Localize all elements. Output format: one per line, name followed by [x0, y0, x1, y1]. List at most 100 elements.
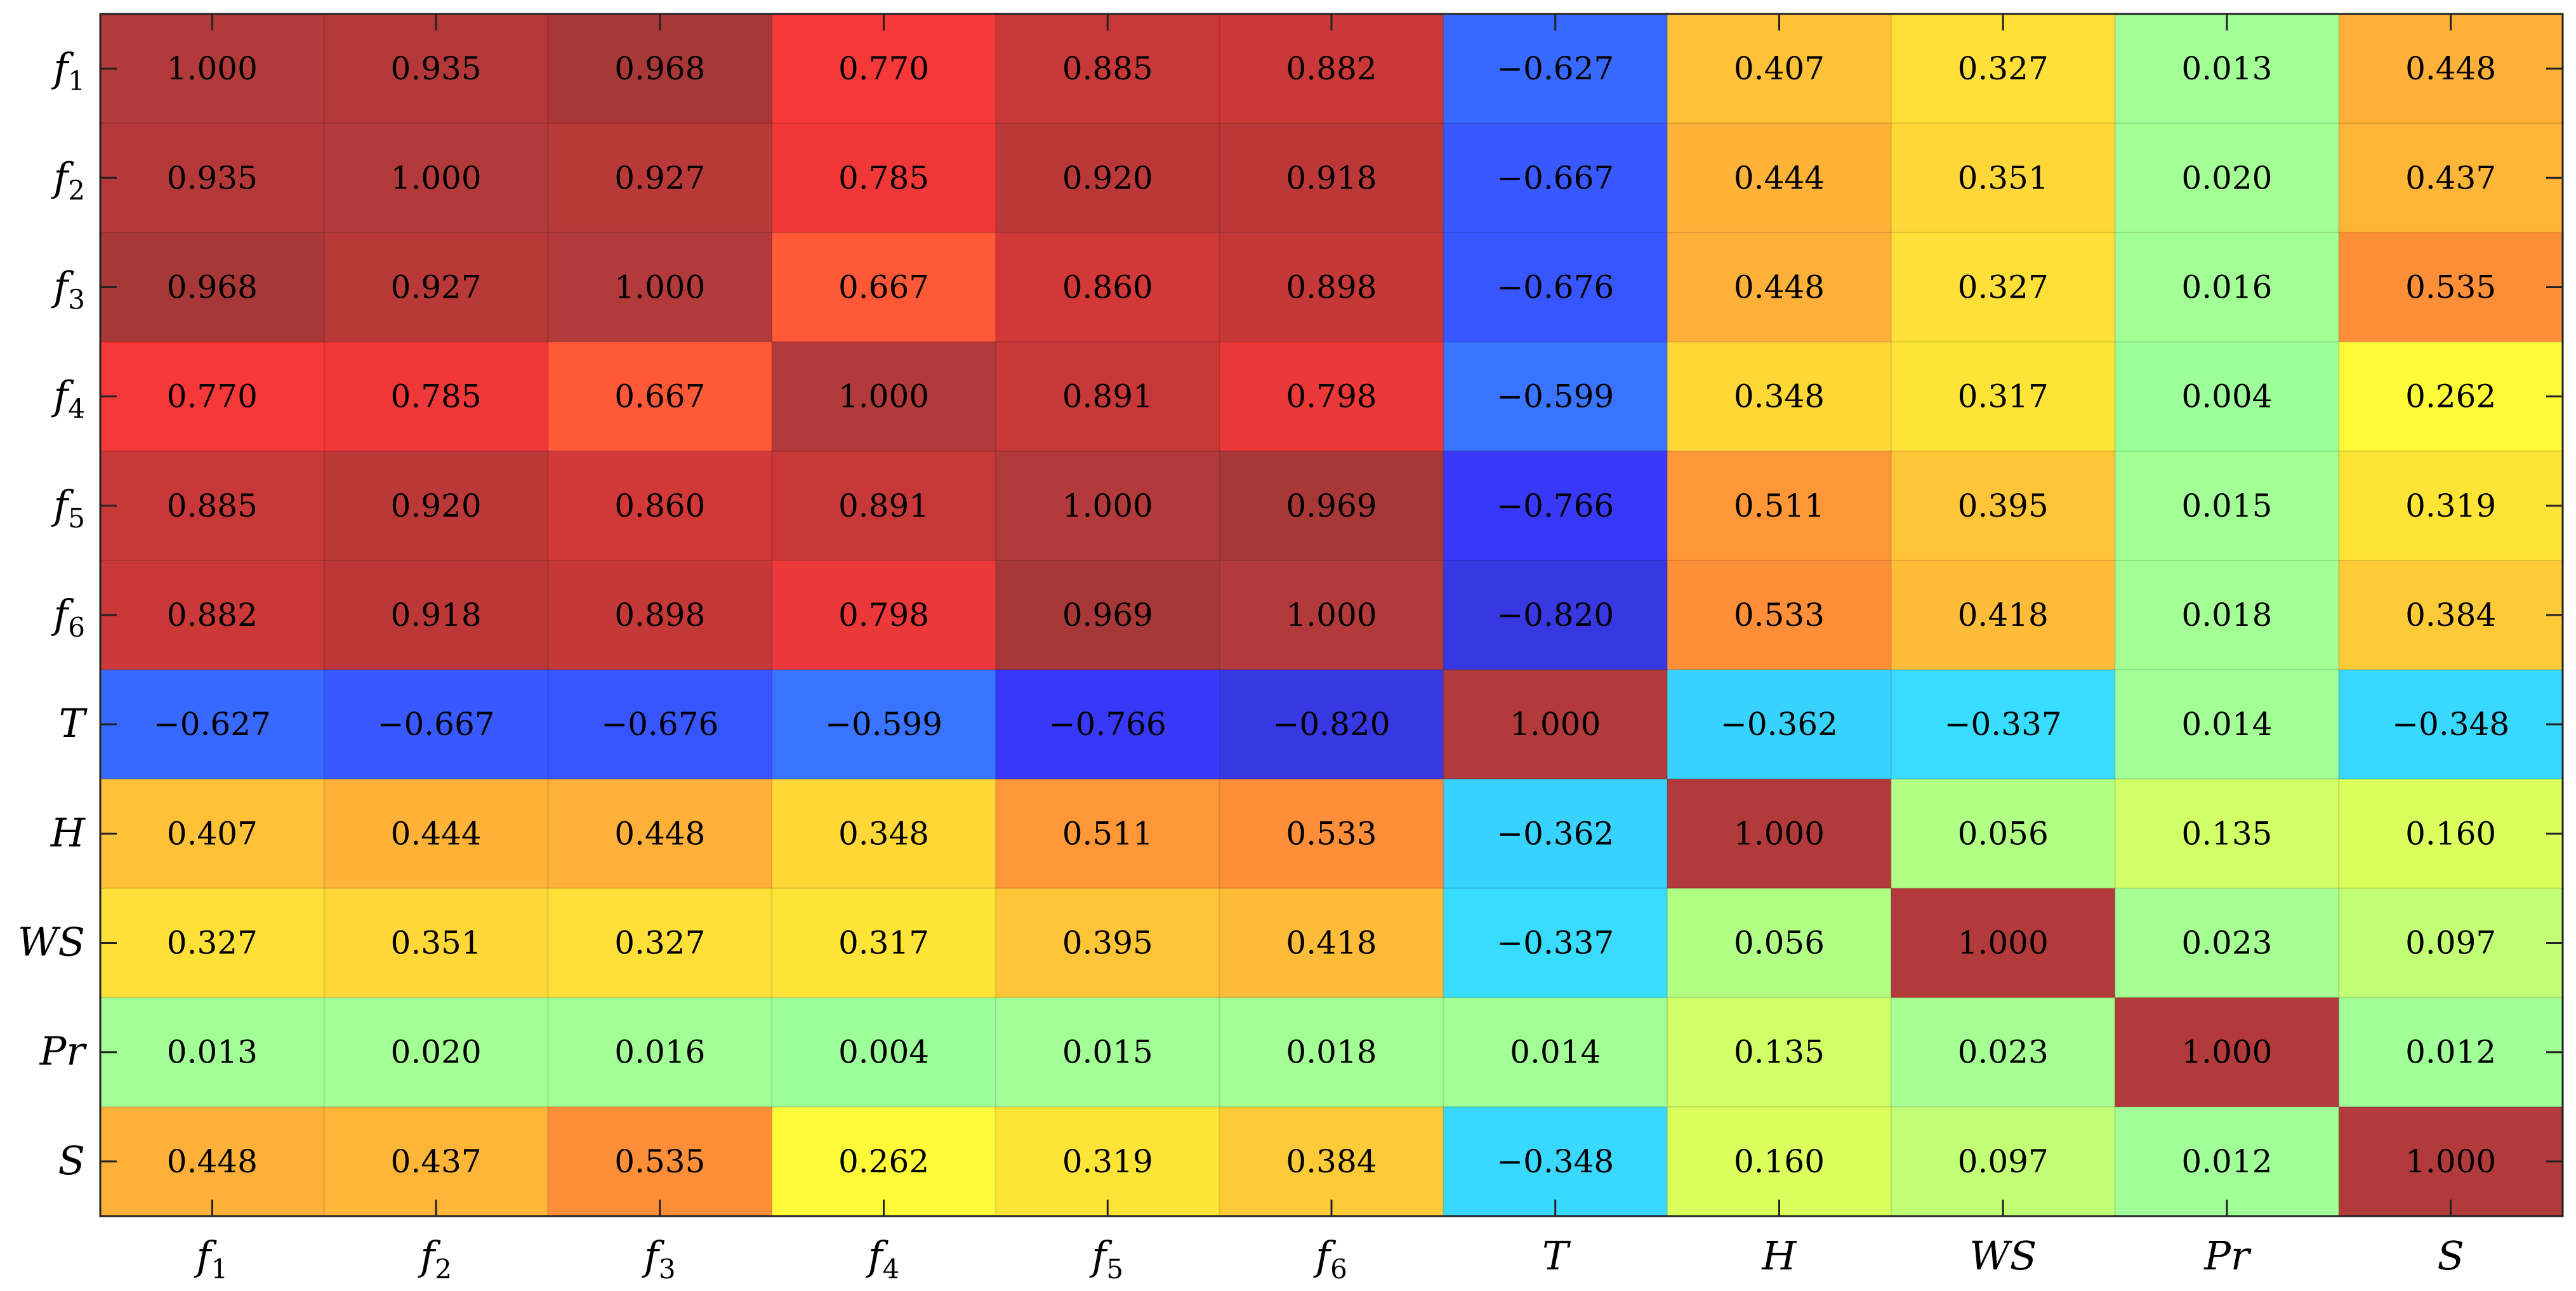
x-tick-label: T	[1542, 1233, 1571, 1279]
heatmap-cell	[2339, 888, 2563, 998]
y-tick-label: H	[50, 809, 86, 856]
axis-ticks	[100, 14, 2563, 1216]
cell-value-label: 1.000	[1734, 815, 1825, 852]
heatmap-cell	[2115, 451, 2339, 561]
cell-value-label: 1.000	[2405, 1143, 2496, 1180]
cell-value-label: 0.004	[838, 1034, 929, 1071]
heatmap-cell	[1891, 779, 2116, 889]
heatmap-cell	[995, 997, 1220, 1108]
heatmap-cell	[100, 670, 325, 779]
heatmap-cell	[2115, 14, 2339, 124]
heatmap-cell	[1219, 341, 1444, 452]
cell-value-label: 0.860	[614, 487, 705, 524]
heatmap-cell	[772, 888, 996, 998]
heatmap-cell	[2339, 560, 2563, 670]
x-tick-label-main: T	[1542, 1233, 1571, 1279]
heatmap-cell	[1443, 123, 1668, 233]
cell-value-label: 0.444	[1734, 159, 1825, 196]
heatmap-cell	[324, 997, 548, 1108]
cell-value-label: 0.135	[1734, 1034, 1825, 1071]
cell-value-label: 1.000	[167, 50, 258, 87]
heatmap-cell	[324, 779, 548, 889]
cell-value-label: 1.000	[1062, 487, 1153, 524]
heatmap-cell	[1219, 123, 1444, 233]
heatmap-cell	[2115, 560, 2339, 670]
heatmap-cell	[1667, 560, 1892, 670]
heatmap-cell	[324, 888, 548, 998]
x-tick-label: H	[1761, 1233, 1797, 1279]
cell-value-label: 0.798	[1286, 378, 1377, 415]
cell-value-label: 0.135	[2181, 815, 2272, 852]
cell-value-label: 0.437	[2405, 159, 2496, 196]
heatmap-cell	[2339, 123, 2563, 233]
heatmap-cell	[2115, 232, 2339, 343]
heatmap-cell	[324, 123, 548, 233]
cell-value-label: 0.448	[1734, 268, 1825, 305]
cell-value-label: 0.920	[1062, 159, 1153, 196]
y-tick-label: f3	[51, 263, 85, 315]
cell-value-label: 0.448	[614, 815, 705, 852]
x-tick-label-main: S	[2437, 1233, 2464, 1279]
heatmap-cell	[2339, 14, 2563, 124]
heatmap-cell	[1667, 123, 1892, 233]
cell-value-label: 0.384	[2405, 597, 2496, 633]
cell-value-label: −0.337	[1496, 925, 1614, 962]
heatmap-cell	[1667, 14, 1892, 124]
heatmap-cell	[1667, 232, 1892, 343]
cell-value-label: −0.337	[1945, 706, 2062, 743]
heatmap-cell	[1443, 888, 1668, 998]
heatmap-cell	[1443, 997, 1668, 1108]
heatmap-cell	[324, 451, 548, 561]
cell-value-label: 0.056	[1734, 925, 1825, 962]
cell-value-label: 0.013	[2181, 50, 2272, 87]
cell-value-label: −0.362	[1496, 815, 1614, 852]
cell-value-label: 0.891	[1062, 378, 1153, 415]
x-tick-label: Pr	[2203, 1233, 2252, 1279]
heatmap-cell	[995, 232, 1220, 343]
x-tick-label-main: WS	[1969, 1233, 2037, 1279]
cell-value-label: 0.667	[614, 378, 705, 415]
cell-value-label: 0.015	[1062, 1034, 1153, 1071]
cell-value-label: 0.920	[391, 487, 482, 524]
cell-value-label: 0.018	[1286, 1034, 1377, 1071]
y-tick-label: S	[58, 1137, 85, 1184]
heatmap-cell	[2339, 779, 2563, 889]
heatmap-cell	[1443, 1106, 1668, 1217]
cell-value-label: 0.348	[1734, 378, 1825, 415]
cell-value-label: 0.418	[1958, 597, 2049, 633]
cell-value-label: 0.012	[2405, 1034, 2496, 1071]
cell-value-label: 0.018	[2181, 597, 2272, 633]
cell-value-label: 0.020	[391, 1034, 482, 1071]
y-tick-label-sub: 4	[68, 394, 85, 425]
heatmap-cell	[2339, 451, 2563, 561]
cell-value-label: 0.351	[1958, 159, 2049, 196]
cell-value-label: 0.056	[1958, 815, 2049, 852]
cell-value-label: 0.798	[838, 597, 929, 633]
y-tick-label-main: T	[59, 700, 88, 746]
heatmap-cell	[772, 779, 996, 889]
heatmap-cell	[1667, 670, 1892, 779]
heatmap-cell	[995, 779, 1220, 889]
cell-value-label: 0.262	[2405, 378, 2496, 415]
cell-value-label: 1.000	[838, 378, 929, 415]
cell-value-label: 0.667	[838, 268, 929, 305]
heatmap-cell	[1667, 779, 1892, 889]
heatmap-cell	[548, 779, 772, 889]
cell-value-label: −0.676	[1496, 268, 1614, 305]
cell-value-label: 0.160	[1734, 1143, 1825, 1180]
heatmap-cell	[548, 670, 772, 779]
cell-value-label: 0.319	[2405, 487, 2496, 524]
cell-value-label: 0.016	[614, 1034, 705, 1071]
heatmap-cell	[2115, 888, 2339, 998]
cell-value-label: 1.000	[614, 268, 705, 305]
x-tick-label: WS	[1969, 1233, 2037, 1279]
cell-value-label: 0.511	[1062, 815, 1153, 852]
cell-value-label: 0.535	[2405, 268, 2496, 305]
y-tick-label-sub: 5	[68, 503, 85, 534]
cell-value-label: 0.533	[1286, 815, 1377, 852]
cell-value-label: 0.395	[1062, 925, 1153, 962]
heatmap-cell	[1219, 451, 1444, 561]
heatmap-cell	[1443, 779, 1668, 889]
y-tick-label-main: Pr	[39, 1028, 88, 1075]
x-tick-label: f3	[642, 1233, 676, 1285]
